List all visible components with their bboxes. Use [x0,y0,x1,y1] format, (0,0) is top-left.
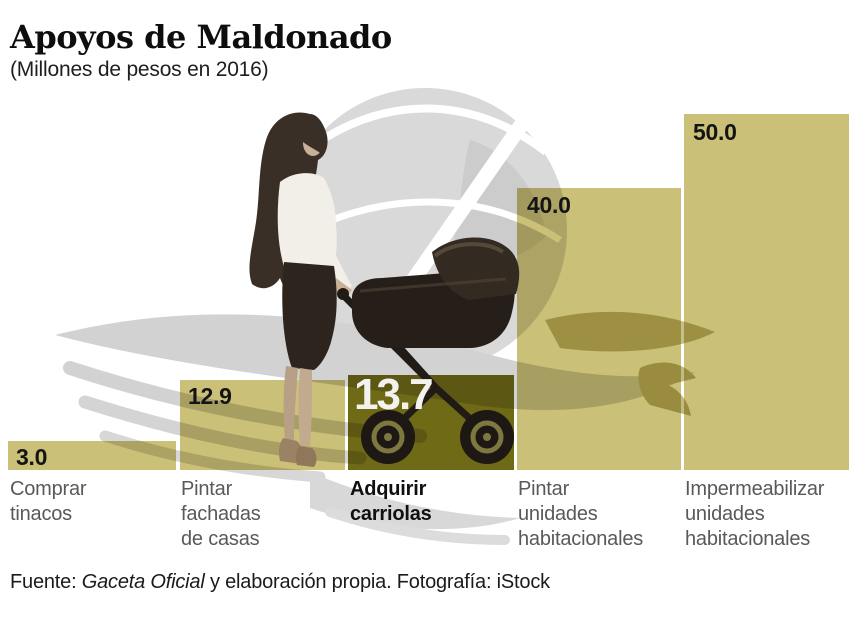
bar-pintar-unidades [517,188,681,470]
page-subtitle: (Millones de pesos en 2016) [10,58,269,81]
category-label-highlighted: Adquirir carriolas [350,478,432,525]
bar-value-label-highlighted: 13.7 [354,370,434,419]
source-line: Fuente: Gaceta Oficial y elaboración pro… [10,571,550,594]
bar-value-label: 40.0 [527,192,571,218]
source-prefix: Fuente: [10,571,82,593]
category-label: Comprar tinacos [10,478,87,525]
bar-value-label: 3.0 [16,444,48,470]
category-label: Impermeabilizar unidades habitacionales [685,478,825,550]
bar-impermeabilizar-unidades [684,114,849,470]
source-suffix: y elaboración propia. Fotografía: iStock [204,571,550,593]
category-label: Pintar unidades habitacionales [518,478,644,550]
bar-value-label: 50.0 [693,119,737,145]
bar-value-label: 12.9 [188,383,232,409]
source-name: Gaceta Oficial [81,571,205,593]
page-title: Apoyos de Maldonado [10,18,392,56]
category-label: Pintar fachadas de casas [181,478,261,550]
